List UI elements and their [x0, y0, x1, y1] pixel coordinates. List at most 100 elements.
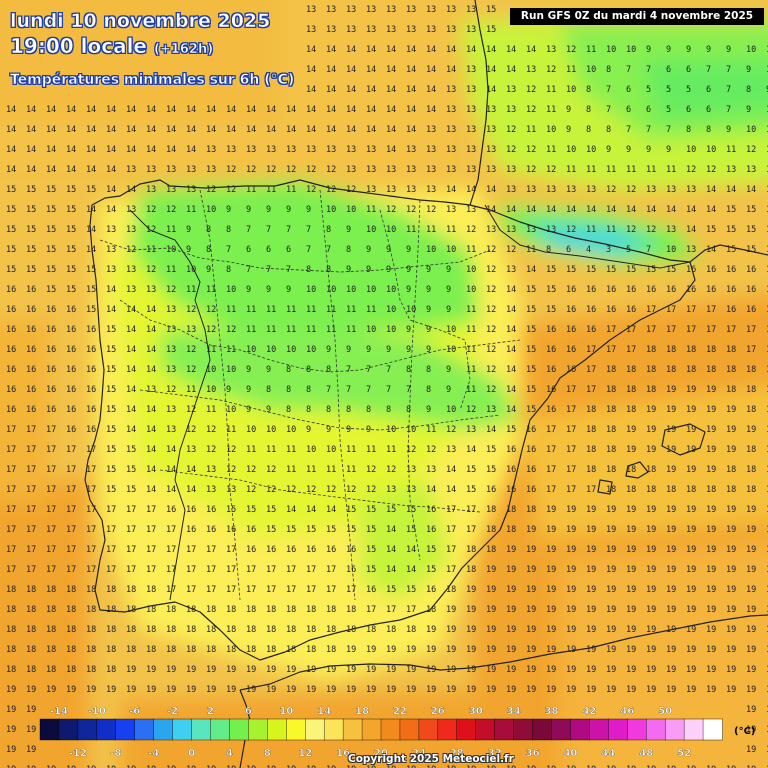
grid-value: 11: [766, 45, 768, 55]
grid-value: 8: [346, 245, 351, 255]
grid-value: 14: [406, 545, 416, 555]
grid-value: 19: [66, 685, 76, 695]
grid-value: 19: [106, 765, 116, 768]
grid-value: 18: [646, 385, 656, 395]
legend-top-label: 34: [507, 706, 521, 717]
grid-value: 15: [746, 205, 756, 215]
grid-value: 19: [406, 645, 416, 655]
grid-value: 12: [606, 185, 616, 195]
grid-value: 16: [746, 285, 756, 295]
grid-value: 13: [446, 205, 456, 215]
grid-value: 15: [526, 345, 536, 355]
grid-value: 13: [486, 165, 496, 175]
legend-swatch: [456, 718, 477, 741]
grid-value: 14: [6, 105, 16, 115]
grid-value: 13: [426, 145, 436, 155]
grid-value: 17: [26, 465, 36, 475]
grid-value: 17: [706, 325, 716, 335]
grid-value: 17: [166, 565, 176, 575]
grid-value: 14: [46, 125, 56, 135]
grid-value: 9: [346, 265, 351, 275]
grid-value: 16: [586, 285, 596, 295]
grid-value: 14: [26, 105, 36, 115]
grid-value: 10: [306, 285, 316, 295]
grid-value: 18: [486, 545, 496, 555]
grid-value: 14: [586, 205, 596, 215]
grid-value: 16: [46, 305, 56, 315]
grid-value: 17: [26, 425, 36, 435]
grid-value: 19: [246, 665, 256, 675]
grid-value: 15: [66, 225, 76, 235]
grid-value: 19: [666, 405, 676, 415]
grid-value: 12: [166, 285, 176, 295]
grid-value: 7: [646, 65, 651, 75]
grid-value: 14: [386, 125, 396, 135]
grid-value: 17: [86, 445, 96, 455]
grid-value: 16: [546, 405, 556, 415]
grid-value: 12: [186, 305, 196, 315]
grid-value: 12: [346, 485, 356, 495]
legend-swatch: [153, 718, 174, 741]
grid-value: 17: [26, 445, 36, 455]
grid-value: 8: [406, 405, 411, 415]
grid-value: 18: [486, 505, 496, 515]
grid-value: 13: [406, 145, 416, 155]
grid-value: 19: [766, 625, 768, 635]
grid-value: 15: [266, 525, 276, 535]
grid-value: 17: [546, 445, 556, 455]
grid-value: 12: [426, 445, 436, 455]
grid-value: 15: [626, 265, 636, 275]
grid-value: 14: [6, 125, 16, 135]
grid-value: 18: [186, 625, 196, 635]
legend-swatch: [77, 718, 98, 741]
grid-value: 14: [166, 125, 176, 135]
grid-value: 19: [486, 625, 496, 635]
grid-value: 19: [426, 645, 436, 655]
grid-value: 19: [306, 665, 316, 675]
grid-value: 10: [266, 425, 276, 435]
grid-value: 18: [686, 485, 696, 495]
grid-value: 14: [86, 205, 96, 215]
grid-value: 10: [466, 265, 476, 275]
grid-value: 19: [446, 765, 456, 768]
grid-value: 18: [606, 485, 616, 495]
grid-value: 14: [386, 145, 396, 155]
grid-value: 12: [146, 225, 156, 235]
grid-value: 8: [206, 245, 211, 255]
grid-value: 7: [346, 365, 351, 375]
grid-value: 9: [426, 345, 431, 355]
grid-value: 16: [26, 345, 36, 355]
grid-value: 13: [346, 5, 356, 15]
grid-value: 15: [746, 245, 756, 255]
grid-value: 18: [286, 645, 296, 655]
grid-value: 17: [66, 565, 76, 575]
grid-value: 19: [706, 425, 716, 435]
grid-value: 12: [406, 205, 416, 215]
grid-value: 19: [626, 645, 636, 655]
grid-value: 14: [326, 65, 336, 75]
grid-value: 18: [746, 385, 756, 395]
grid-value: 10: [226, 365, 236, 375]
grid-value: 12: [486, 285, 496, 295]
grid-value: 19: [566, 685, 576, 695]
grid-value: 13: [126, 265, 136, 275]
grid-value: 19: [346, 765, 356, 768]
grid-value: 14: [406, 125, 416, 135]
grid-value: 14: [126, 125, 136, 135]
grid-value: 10: [446, 245, 456, 255]
grid-value: 19: [586, 565, 596, 575]
grid-value: 13: [186, 325, 196, 335]
grid-value: 18: [26, 585, 36, 595]
grid-value: 17: [186, 545, 196, 555]
grid-value: 19: [666, 425, 676, 435]
grid-value: 16: [46, 365, 56, 375]
grid-value: 8: [746, 85, 751, 95]
grid-value: 10: [566, 85, 576, 95]
legend-top-label: 30: [469, 706, 483, 717]
grid-value: 10: [326, 285, 336, 295]
grid-value: 11: [346, 305, 356, 315]
grid-value: 18: [646, 365, 656, 375]
grid-value: 14: [26, 145, 36, 155]
grid-value: 17: [186, 585, 196, 595]
grid-value: 11: [606, 165, 616, 175]
